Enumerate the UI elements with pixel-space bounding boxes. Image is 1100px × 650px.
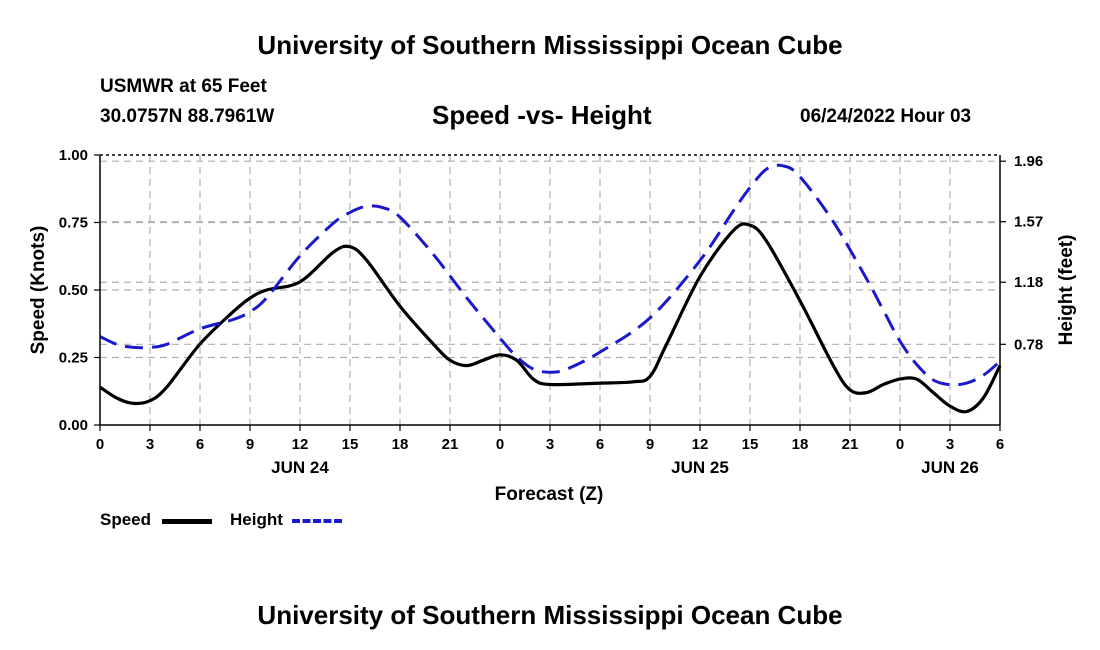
date-label: JUN 25 <box>671 458 729 477</box>
chart-subtitle: Speed -vs- Height <box>432 100 652 130</box>
x-tick-label: 9 <box>646 436 654 453</box>
x-tick-label: 18 <box>792 436 809 453</box>
x-tick-label: 12 <box>692 436 709 453</box>
y-tick-label: 0.00 <box>59 417 88 434</box>
x-tick-label: 6 <box>596 436 604 453</box>
x-tick-label: 3 <box>146 436 154 453</box>
chart-title-bottom: University of Southern Mississippi Ocean… <box>257 600 843 630</box>
axis-layer: 0 3 6 9 12 15 18 21 0 3 6 9 12 15 18 21 0 3 6 JUN 24 JUN 25 J… <box>59 147 1043 477</box>
x-tick-label: 0 <box>896 436 904 453</box>
x-axis-label: Forecast (Z) <box>495 484 604 505</box>
grid-layer <box>100 155 1000 425</box>
legend-speed-swatch <box>162 519 212 524</box>
x-tick-label: 9 <box>246 436 254 453</box>
legend-speed-label: Speed <box>100 510 152 529</box>
y2-tick-label: 1.18 <box>1014 274 1043 291</box>
x-tick-label: 6 <box>196 436 204 453</box>
x-tick-label: 6 <box>996 436 1004 453</box>
x-tick-label: 12 <box>292 436 309 453</box>
coordinates-label: 30.0757N 88.7961W <box>100 106 275 127</box>
x-tick-label: 0 <box>96 436 104 453</box>
forecast-datetime: 06/24/2022 Hour 03 <box>800 106 972 127</box>
series-line-height <box>99 163 1001 387</box>
y-axis-label: Speed (Knots) <box>28 226 49 355</box>
x-tick-label: 3 <box>546 436 554 453</box>
x-tick-label: 21 <box>442 436 459 453</box>
x-tick-label: 15 <box>342 436 359 453</box>
series-layer <box>99 163 1002 414</box>
y-tick-label: 1.00 <box>59 147 88 164</box>
x-tick-label: 3 <box>946 436 954 453</box>
y-tick-label: 0.25 <box>59 350 88 367</box>
y-tick-label: 0.75 <box>59 215 88 232</box>
y2-axis-label: Height (feet) <box>1056 235 1077 346</box>
y2-tick-label: 1.57 <box>1014 214 1043 231</box>
series-line-speed <box>99 222 1002 414</box>
station-label: USMWR at 65 Feet <box>100 76 267 97</box>
x-tick-label: 0 <box>496 436 504 453</box>
y2-tick-label: 1.96 <box>1014 153 1043 170</box>
date-label: JUN 26 <box>921 458 979 477</box>
y2-tick-label: 0.78 <box>1014 336 1043 353</box>
legend-height-swatch <box>292 519 342 523</box>
chart-title-top: University of Southern Mississippi Ocean… <box>257 30 843 60</box>
y-tick-label: 0.50 <box>59 282 88 299</box>
x-tick-label: 15 <box>742 436 759 453</box>
x-tick-label: 18 <box>392 436 409 453</box>
date-label: JUN 24 <box>271 458 329 477</box>
legend-height-label: Height <box>230 510 283 529</box>
x-tick-label: 21 <box>842 436 859 453</box>
